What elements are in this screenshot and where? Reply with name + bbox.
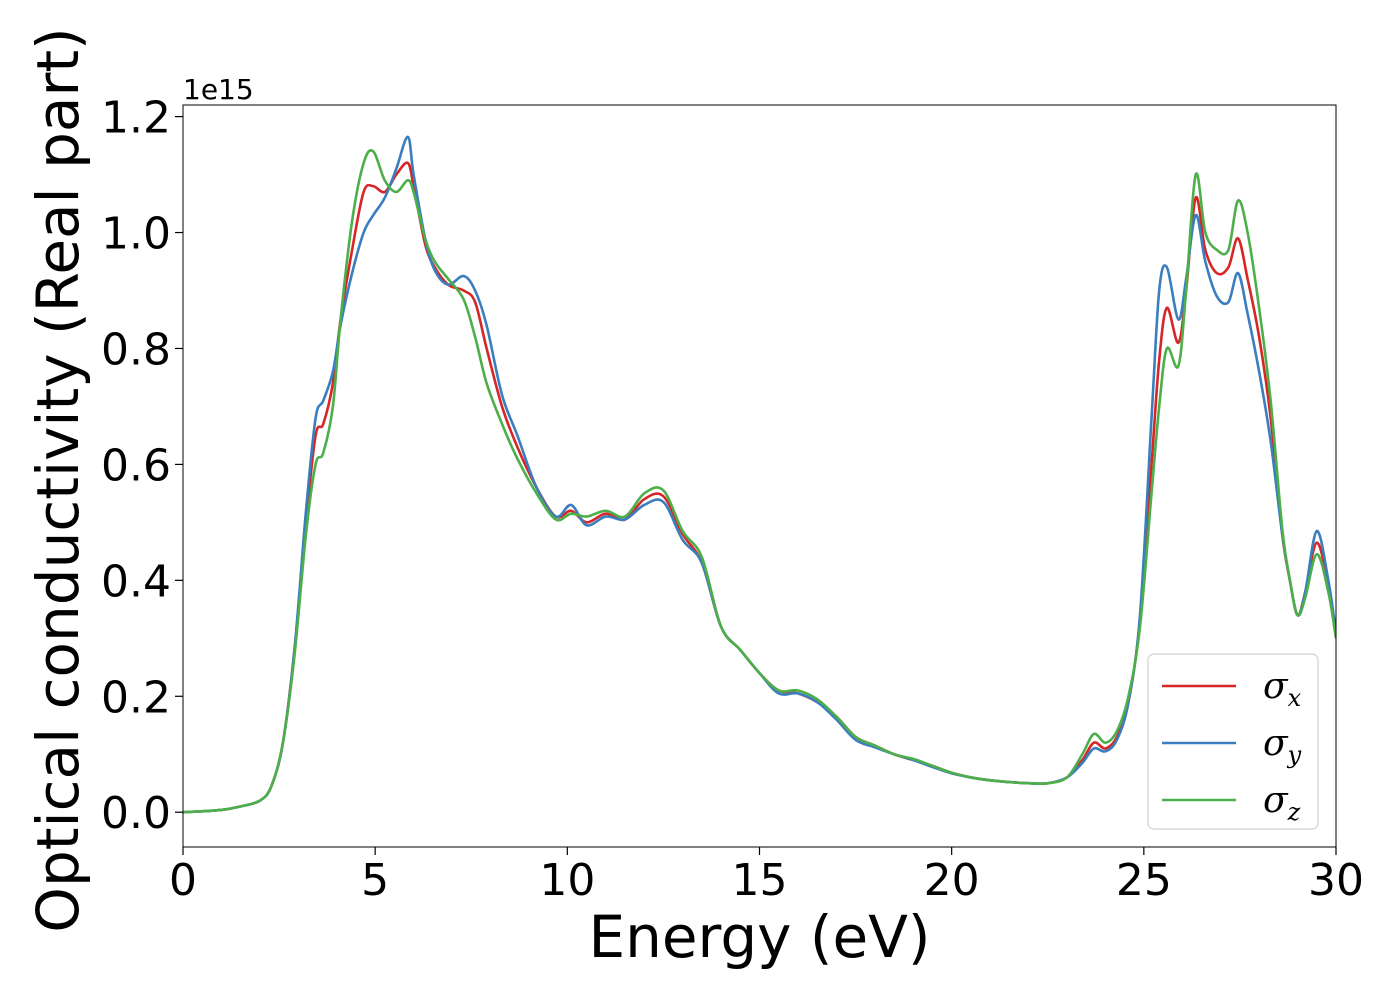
x-tick-label: 10	[539, 855, 595, 906]
y-offset-label: 1e15	[183, 73, 254, 106]
y-tick-label: 0.4	[101, 556, 171, 607]
x-tick-label: 15	[732, 855, 788, 906]
x-axis-title: Energy (eV)	[588, 903, 930, 971]
y-axis: 0.0 0.2 0.4 0.6 0.8 1.0 1.2	[101, 93, 183, 839]
x-tick-label: 0	[169, 855, 197, 906]
x-tick-label: 30	[1308, 855, 1364, 906]
series-line-z	[183, 149, 1336, 814]
series-line-y	[183, 135, 1336, 814]
y-tick-label: 0.6	[101, 440, 171, 491]
x-tick-label: 5	[361, 855, 389, 906]
series-layer	[183, 135, 1336, 814]
y-axis-title: Optical conductivity (Real part)	[24, 27, 92, 932]
legend-entry-z: σz	[1263, 780, 1301, 826]
x-tick-label: 20	[924, 855, 980, 906]
x-axis: 0 5 10 15 20 25 30	[169, 847, 1364, 906]
x-tick-label: 25	[1116, 855, 1172, 906]
y-tick-label: 0.0	[101, 788, 171, 839]
legend-box	[1147, 653, 1319, 830]
y-tick-label: 1.2	[101, 93, 171, 144]
y-tick-label: 0.2	[101, 672, 171, 723]
y-tick-label: 0.8	[101, 324, 171, 375]
y-tick-label: 1.0	[101, 209, 171, 260]
